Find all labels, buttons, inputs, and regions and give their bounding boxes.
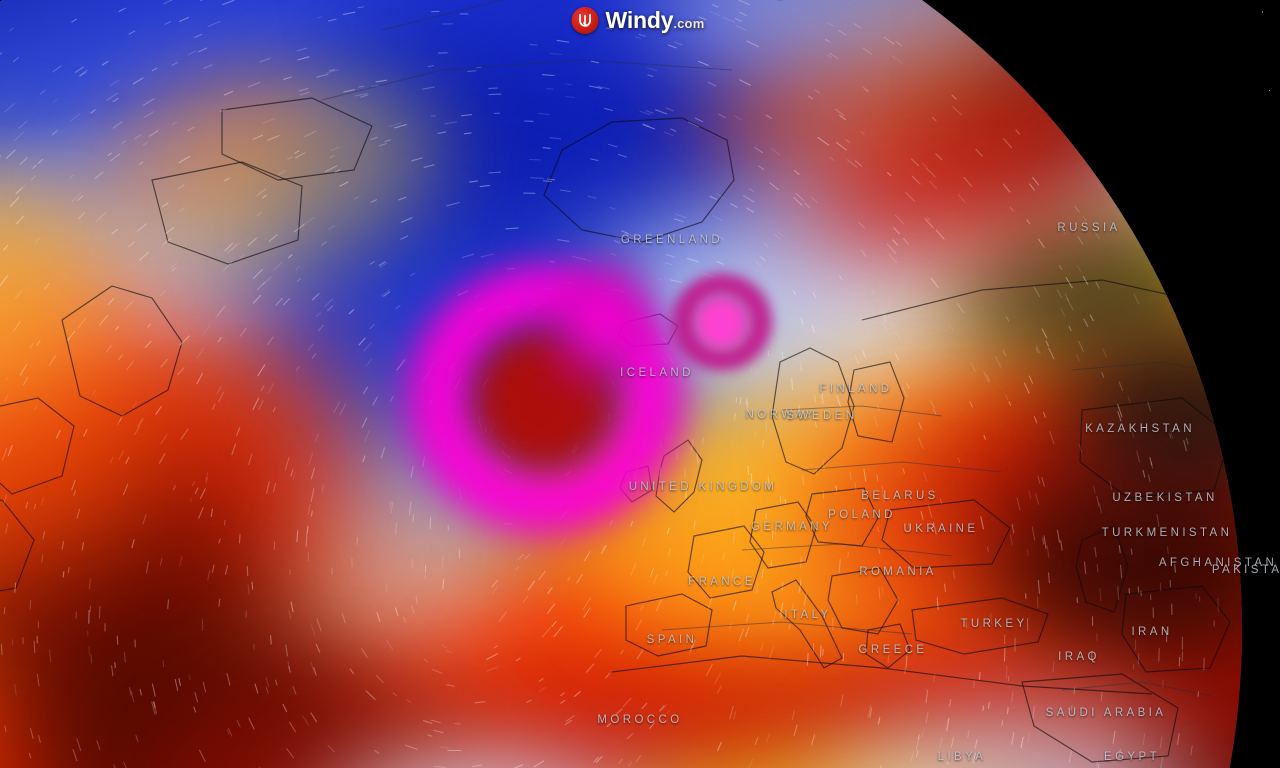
storm-core (694, 295, 750, 349)
windy-brand[interactable]: Windy .com (567, 4, 714, 37)
storm-layer (403, 234, 774, 535)
brand-name: Windy (605, 7, 674, 33)
brand-tld: .com (673, 16, 705, 31)
globe[interactable] (0, 0, 1242, 768)
windy-logo-icon (571, 7, 599, 34)
star (1268, 90, 1270, 92)
windy-wordmark: Windy .com (606, 7, 705, 34)
star (1261, 11, 1264, 14)
